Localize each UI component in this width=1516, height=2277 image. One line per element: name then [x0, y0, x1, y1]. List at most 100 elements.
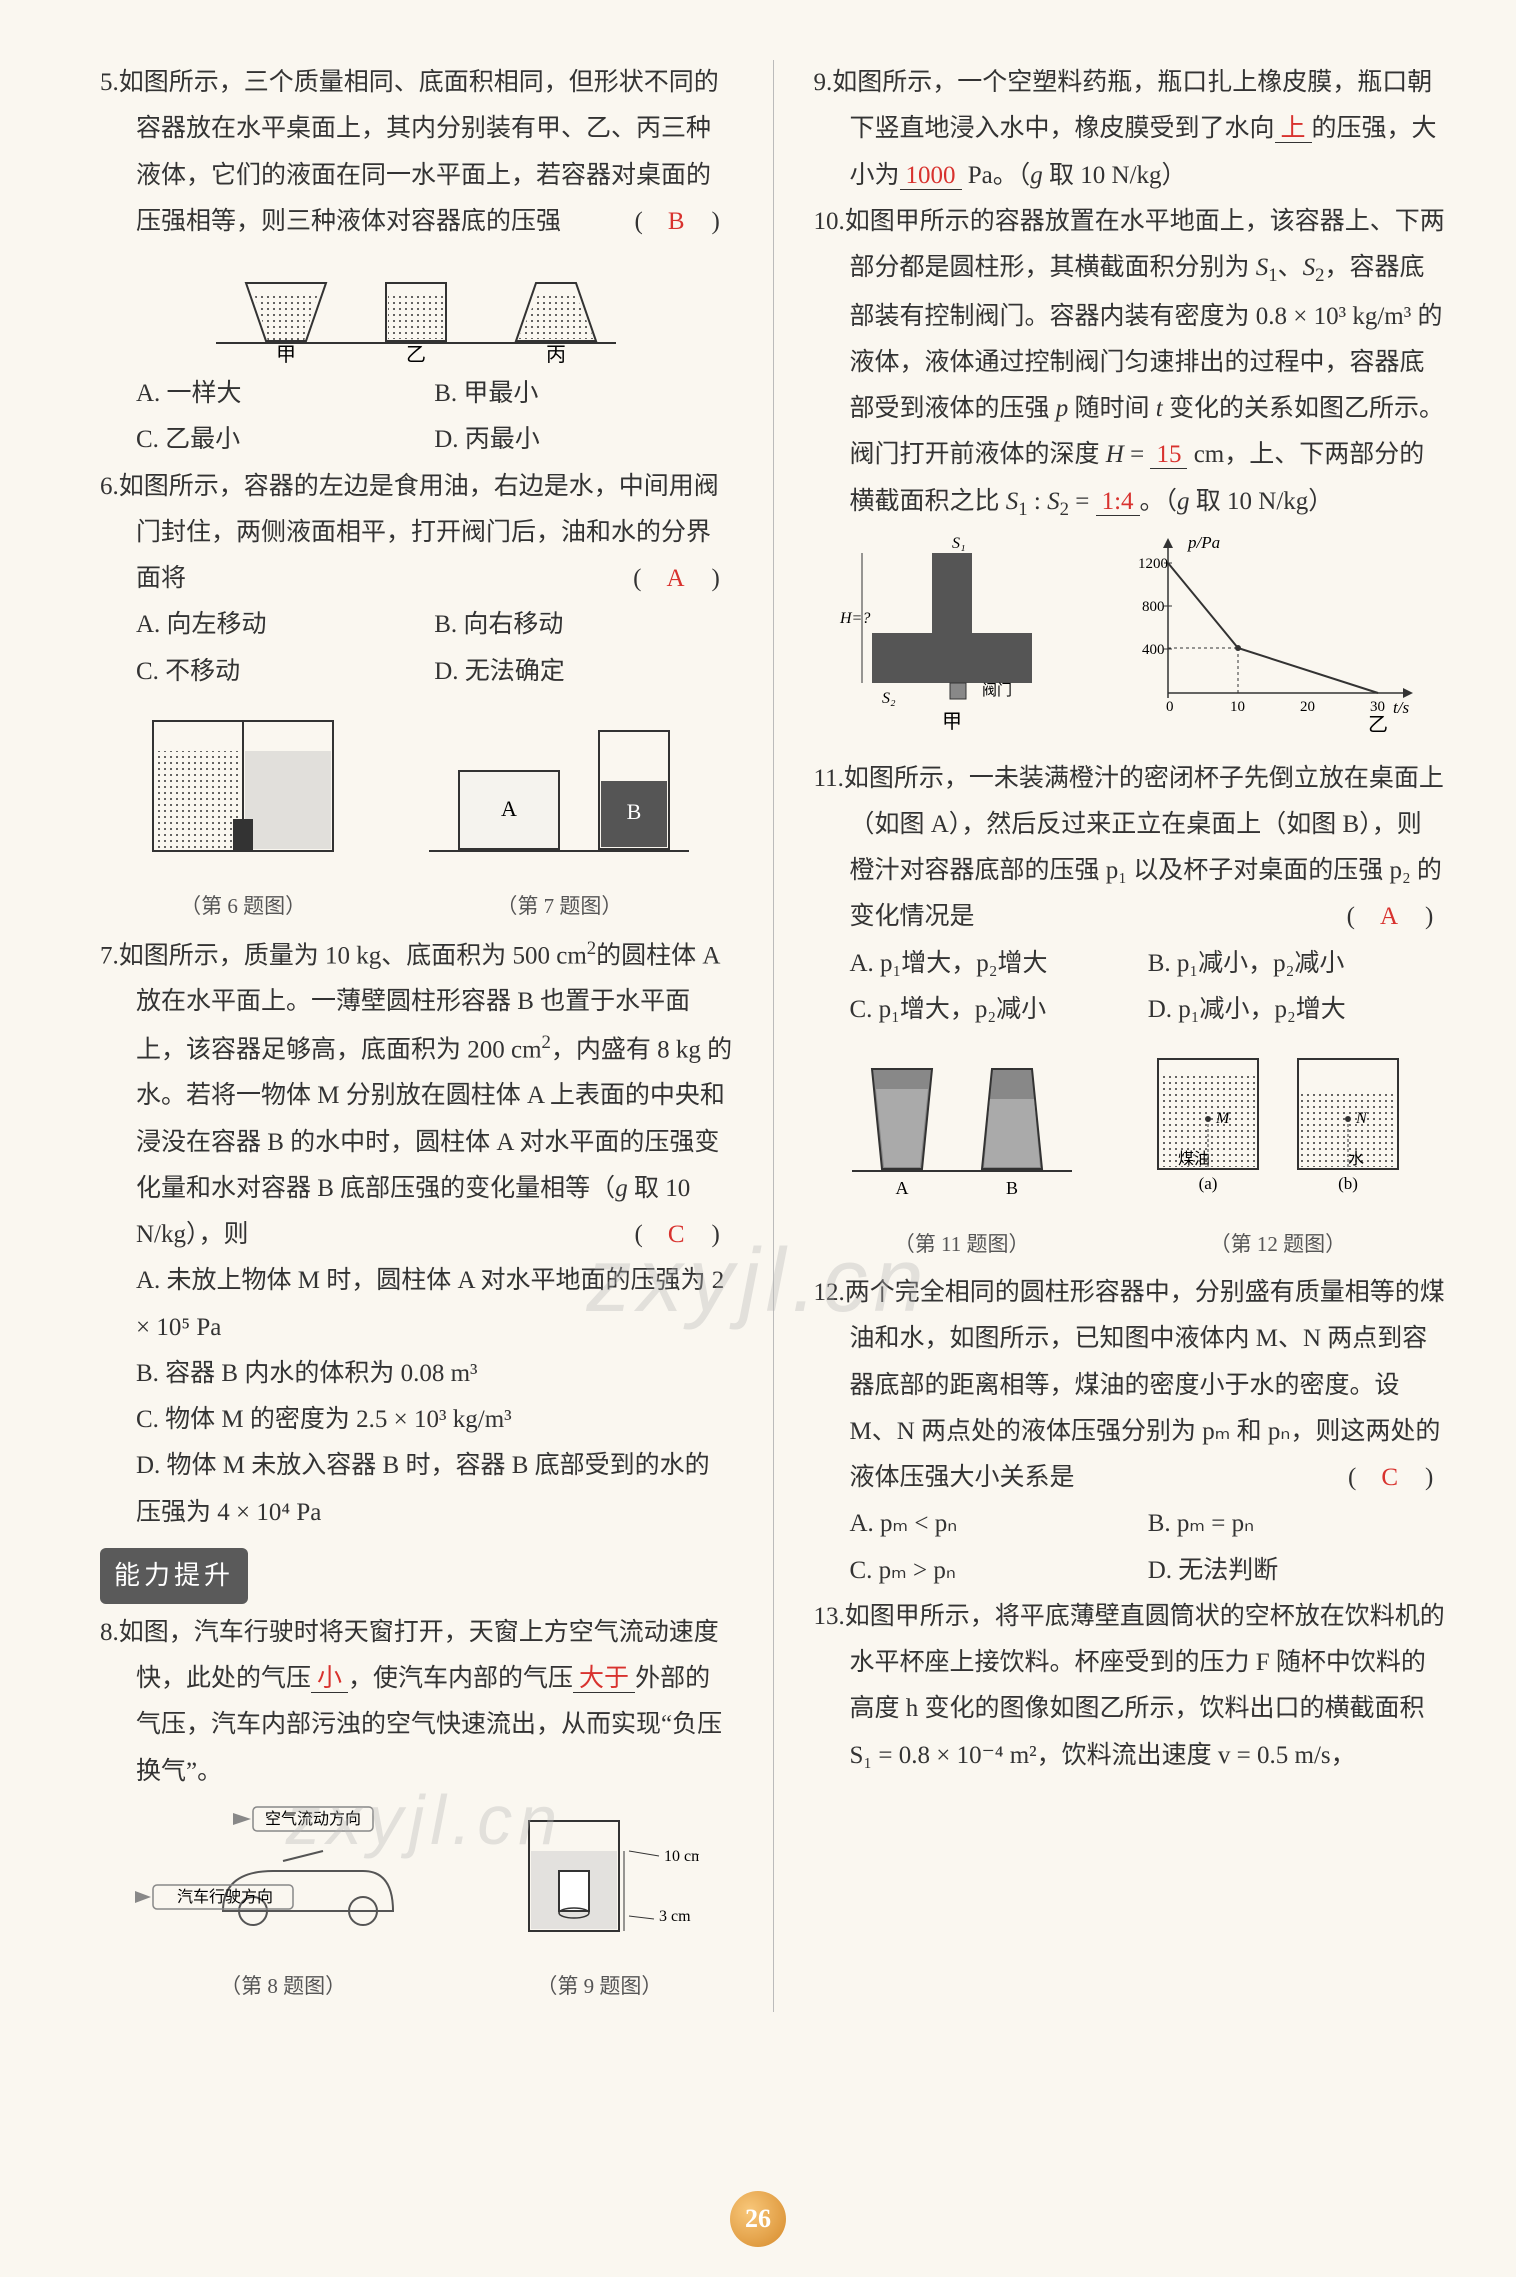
q7-opt-b: B. 容器 B 内水的体积为 0.08 m³	[136, 1351, 733, 1397]
q6-q7-figures: （第 6 题图） A B （第 7 题图）	[100, 701, 733, 926]
svg-text:(b): (b)	[1338, 1174, 1358, 1193]
svg-text:空气流动方向: 空气流动方向	[265, 1810, 361, 1828]
q5-figure: 甲 乙 丙	[100, 253, 733, 363]
q12-opt-a: A. pₘ < pₙ	[850, 1501, 1148, 1547]
q11-options: A. p₁增大，p₂增大 B. p₁减小，p₂减小 C. p₁增大，p₂减小 D…	[850, 941, 1447, 1034]
q11-opt-d: D. p₁减小，p₂增大	[1148, 987, 1446, 1033]
q7-text1: 如图所示，质量为 10 kg、底面积为 500 cm	[119, 942, 587, 969]
q11-answer: A	[1380, 903, 1400, 930]
question-10: 10.如图甲所示的容器放置在水平地面上，该容器上、下两部分都是圆柱形，其横截面积…	[814, 199, 1447, 528]
svg-text:甲: 甲	[942, 711, 962, 733]
svg-text:p/Pa: p/Pa	[1187, 533, 1220, 552]
q11-num: 11.	[814, 765, 844, 792]
q10-figures: S₁ S₂ H=? 阀门 甲 p/Pa t/s	[814, 533, 1447, 749]
q12-options: A. pₘ < pₙ B. pₘ = pₙ C. pₘ > pₙ D. 无法判断	[850, 1501, 1447, 1594]
svg-text:(a): (a)	[1198, 1174, 1217, 1193]
svg-text:A: A	[895, 1178, 908, 1198]
q5-num: 5.	[100, 69, 119, 96]
q11-answer-bracket: ( A )	[1383, 894, 1436, 940]
q11-opt-c: C. p₁增大，p₂减小	[850, 987, 1148, 1033]
q9-gnote: 取 10 N/kg）	[1043, 162, 1187, 189]
q7-answer-bracket: ( C )	[670, 1212, 722, 1258]
q7-answer: C	[668, 1221, 687, 1248]
question-5: 5.如图所示，三个质量相同、底面积相同，但形状不同的容器放在水平桌面上，其内分别…	[100, 60, 733, 245]
q8-text2: ，使汽车内部的气压	[348, 1665, 573, 1692]
question-12: 12.两个完全相同的圆柱形容器中，分别盛有质量相等的煤油和水，如图所示，已知图中…	[814, 1270, 1447, 1501]
q5-answer: B	[668, 208, 687, 235]
svg-text:B: B	[627, 799, 642, 824]
q9-ans1: 上	[1275, 115, 1312, 143]
q10-jia-svg: S₁ S₂ H=? 阀门 甲	[832, 533, 1092, 733]
svg-text:1200: 1200	[1138, 556, 1168, 572]
svg-text:汽车行驶方向: 汽车行驶方向	[177, 1888, 273, 1906]
svg-text:N: N	[1355, 1110, 1368, 1127]
q6-opt-a: A. 向左移动	[136, 602, 434, 648]
q10-Heq: =	[1124, 441, 1151, 468]
svg-text:30: 30	[1370, 699, 1385, 715]
q6-text: 如图所示，容器的左边是食用油，右边是水，中间用阀门封住，两侧液面相平，打开阀门后…	[119, 473, 719, 593]
svg-text:甲: 甲	[276, 344, 296, 363]
svg-text:10: 10	[1230, 699, 1245, 715]
q10-ans2: 1:4	[1096, 488, 1140, 516]
svg-text:A: A	[501, 796, 517, 821]
q11-opt-a: A. p₁增大，p₂增大	[850, 941, 1148, 987]
q5-vessels-svg: 甲 乙 丙	[206, 253, 626, 363]
q6-answer-bracket: ( A )	[669, 556, 722, 602]
q7-num: 7.	[100, 942, 119, 969]
page-number: 26	[730, 2191, 786, 2247]
svg-text:S₁: S₁	[952, 535, 966, 552]
q6-fig-label: （第 6 题图）	[133, 887, 353, 926]
right-column: 9.如图所示，一个空塑料药瓶，瓶口扎上橡皮膜，瓶口朝下竖直地浸入水中，橡皮膜受到…	[814, 60, 1447, 2012]
svg-text:B: B	[1006, 1178, 1018, 1198]
q9-fig-label: （第 9 题图）	[499, 1967, 699, 2006]
q5-answer-bracket: ( B )	[670, 199, 722, 245]
svg-text:800: 800	[1142, 599, 1165, 615]
q5-opt-a: A. 一样大	[136, 371, 434, 417]
q13-num: 13.	[814, 1603, 845, 1630]
question-9: 9.如图所示，一个空塑料药瓶，瓶口扎上橡皮膜，瓶口朝下竖直地浸入水中，橡皮膜受到…	[814, 60, 1447, 199]
q8-ans1: 小	[311, 1665, 348, 1693]
column-divider	[773, 60, 774, 2012]
q11-figure-svg: A B	[842, 1039, 1082, 1209]
question-6: 6.如图所示，容器的左边是食用油，右边是水，中间用阀门封住，两侧液面相平，打开阀…	[100, 464, 733, 603]
svg-text:水: 水	[1348, 1150, 1364, 1168]
q8-ans2: 大于	[573, 1665, 635, 1693]
q9-text3: Pa。（	[962, 162, 1031, 189]
q10-ratio: =	[1069, 488, 1096, 515]
svg-text:0: 0	[1166, 699, 1174, 715]
svg-text:S₂: S₂	[882, 690, 896, 707]
q10-s1s2: 、	[1278, 254, 1303, 281]
svg-text:乙: 乙	[406, 344, 426, 363]
q11-opt-b: B. p₁减小，p₂减小	[1148, 941, 1446, 987]
q9-num: 9.	[814, 69, 833, 96]
q7-options: A. 未放上物体 M 时，圆柱体 A 对水平地面的压强为 2 × 10⁵ Pa …	[136, 1258, 733, 1536]
q7-opt-c: C. 物体 M 的密度为 2.5 × 10³ kg/m³	[136, 1397, 733, 1443]
q5-options: A. 一样大 B. 甲最小 C. 乙最小 D. 丙最小	[136, 371, 733, 464]
question-8: 8.如图，汽车行驶时将天窗打开，天窗上方空气流动速度快，此处的气压小，使汽车内部…	[100, 1610, 733, 1795]
question-11: 11.如图所示，一未装满橙汁的密闭杯子先倒立放在桌面上（如图 A），然后反过来正…	[814, 756, 1447, 941]
svg-text:乙: 乙	[1368, 714, 1388, 733]
q6-figure-svg	[133, 701, 353, 871]
q6-answer: A	[666, 565, 686, 592]
svg-text:3 cm: 3 cm	[659, 1908, 691, 1925]
svg-text:20: 20	[1300, 699, 1315, 715]
q5-opt-b: B. 甲最小	[434, 371, 732, 417]
q10-gnote: 取 10 N/kg）	[1190, 488, 1334, 515]
svg-text:M: M	[1215, 1110, 1231, 1127]
q12-figure-svg: M 煤油 N 水 (a) (b)	[1138, 1039, 1418, 1209]
q7-opt-d: D. 物体 M 未放入容器 B 时，容器 B 底部受到的水的压强为 4 × 10…	[136, 1443, 733, 1536]
q5-opt-d: D. 丙最小	[434, 417, 732, 463]
q6-opt-d: D. 无法确定	[434, 649, 732, 695]
q6-opt-b: B. 向右移动	[434, 602, 732, 648]
q10-pwt: 随时间	[1068, 395, 1156, 422]
page-number-value: 26	[730, 2191, 786, 2247]
svg-text:丙: 丙	[546, 344, 566, 363]
svg-text:t/s: t/s	[1393, 698, 1409, 717]
q8-num: 8.	[100, 1619, 119, 1646]
q5-text: 如图所示，三个质量相同、底面积相同，但形状不同的容器放在水平桌面上，其内分别装有…	[119, 69, 719, 235]
q10-num: 10.	[814, 208, 845, 235]
q8-figure-svg: 空气流动方向 汽车行驶方向	[133, 1801, 433, 1951]
q12-opt-b: B. pₘ = pₙ	[1148, 1501, 1446, 1547]
q8-fig-label: （第 8 题图）	[133, 1967, 433, 2006]
q12-answer-bracket: ( C )	[1384, 1455, 1436, 1501]
